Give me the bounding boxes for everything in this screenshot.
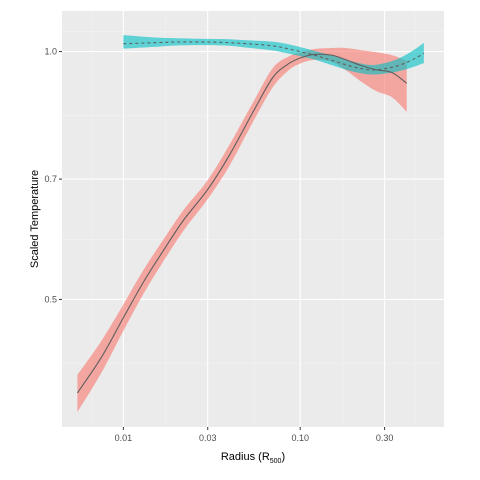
fit-line-1	[76, 53, 408, 394]
x-tick-label: 0.03	[199, 433, 217, 443]
x-tick-label: 0.01	[115, 433, 133, 443]
x-tick-label: 0.10	[291, 433, 309, 443]
y-tick-label: 0.5	[44, 294, 57, 304]
minor-gridlines	[62, 11, 444, 427]
confidence-band-1	[77, 47, 407, 412]
confidence-band-2	[123, 35, 424, 75]
y-axis-ticks: 0.5 0.7 1.0	[44, 47, 62, 304]
y-tick-label: 1.0	[44, 47, 57, 57]
x-axis-title: Radius (R500)	[221, 451, 285, 465]
y-axis-title: Scaled Temperature	[29, 170, 41, 268]
fit-lines	[76, 41, 425, 394]
x-axis-title-main: Radius (R	[221, 451, 270, 463]
x-axis-title-subscript: 500	[270, 458, 282, 465]
major-gridlines	[62, 11, 444, 427]
x-axis-ticks: 0.01 0.03 0.10 0.30	[115, 427, 394, 443]
x-tick-label: 0.30	[376, 433, 394, 443]
confidence-bands	[77, 35, 424, 412]
y-tick-label: 0.7	[44, 174, 57, 184]
x-axis-title-close: )	[281, 451, 285, 463]
fit-line-2	[123, 41, 425, 71]
